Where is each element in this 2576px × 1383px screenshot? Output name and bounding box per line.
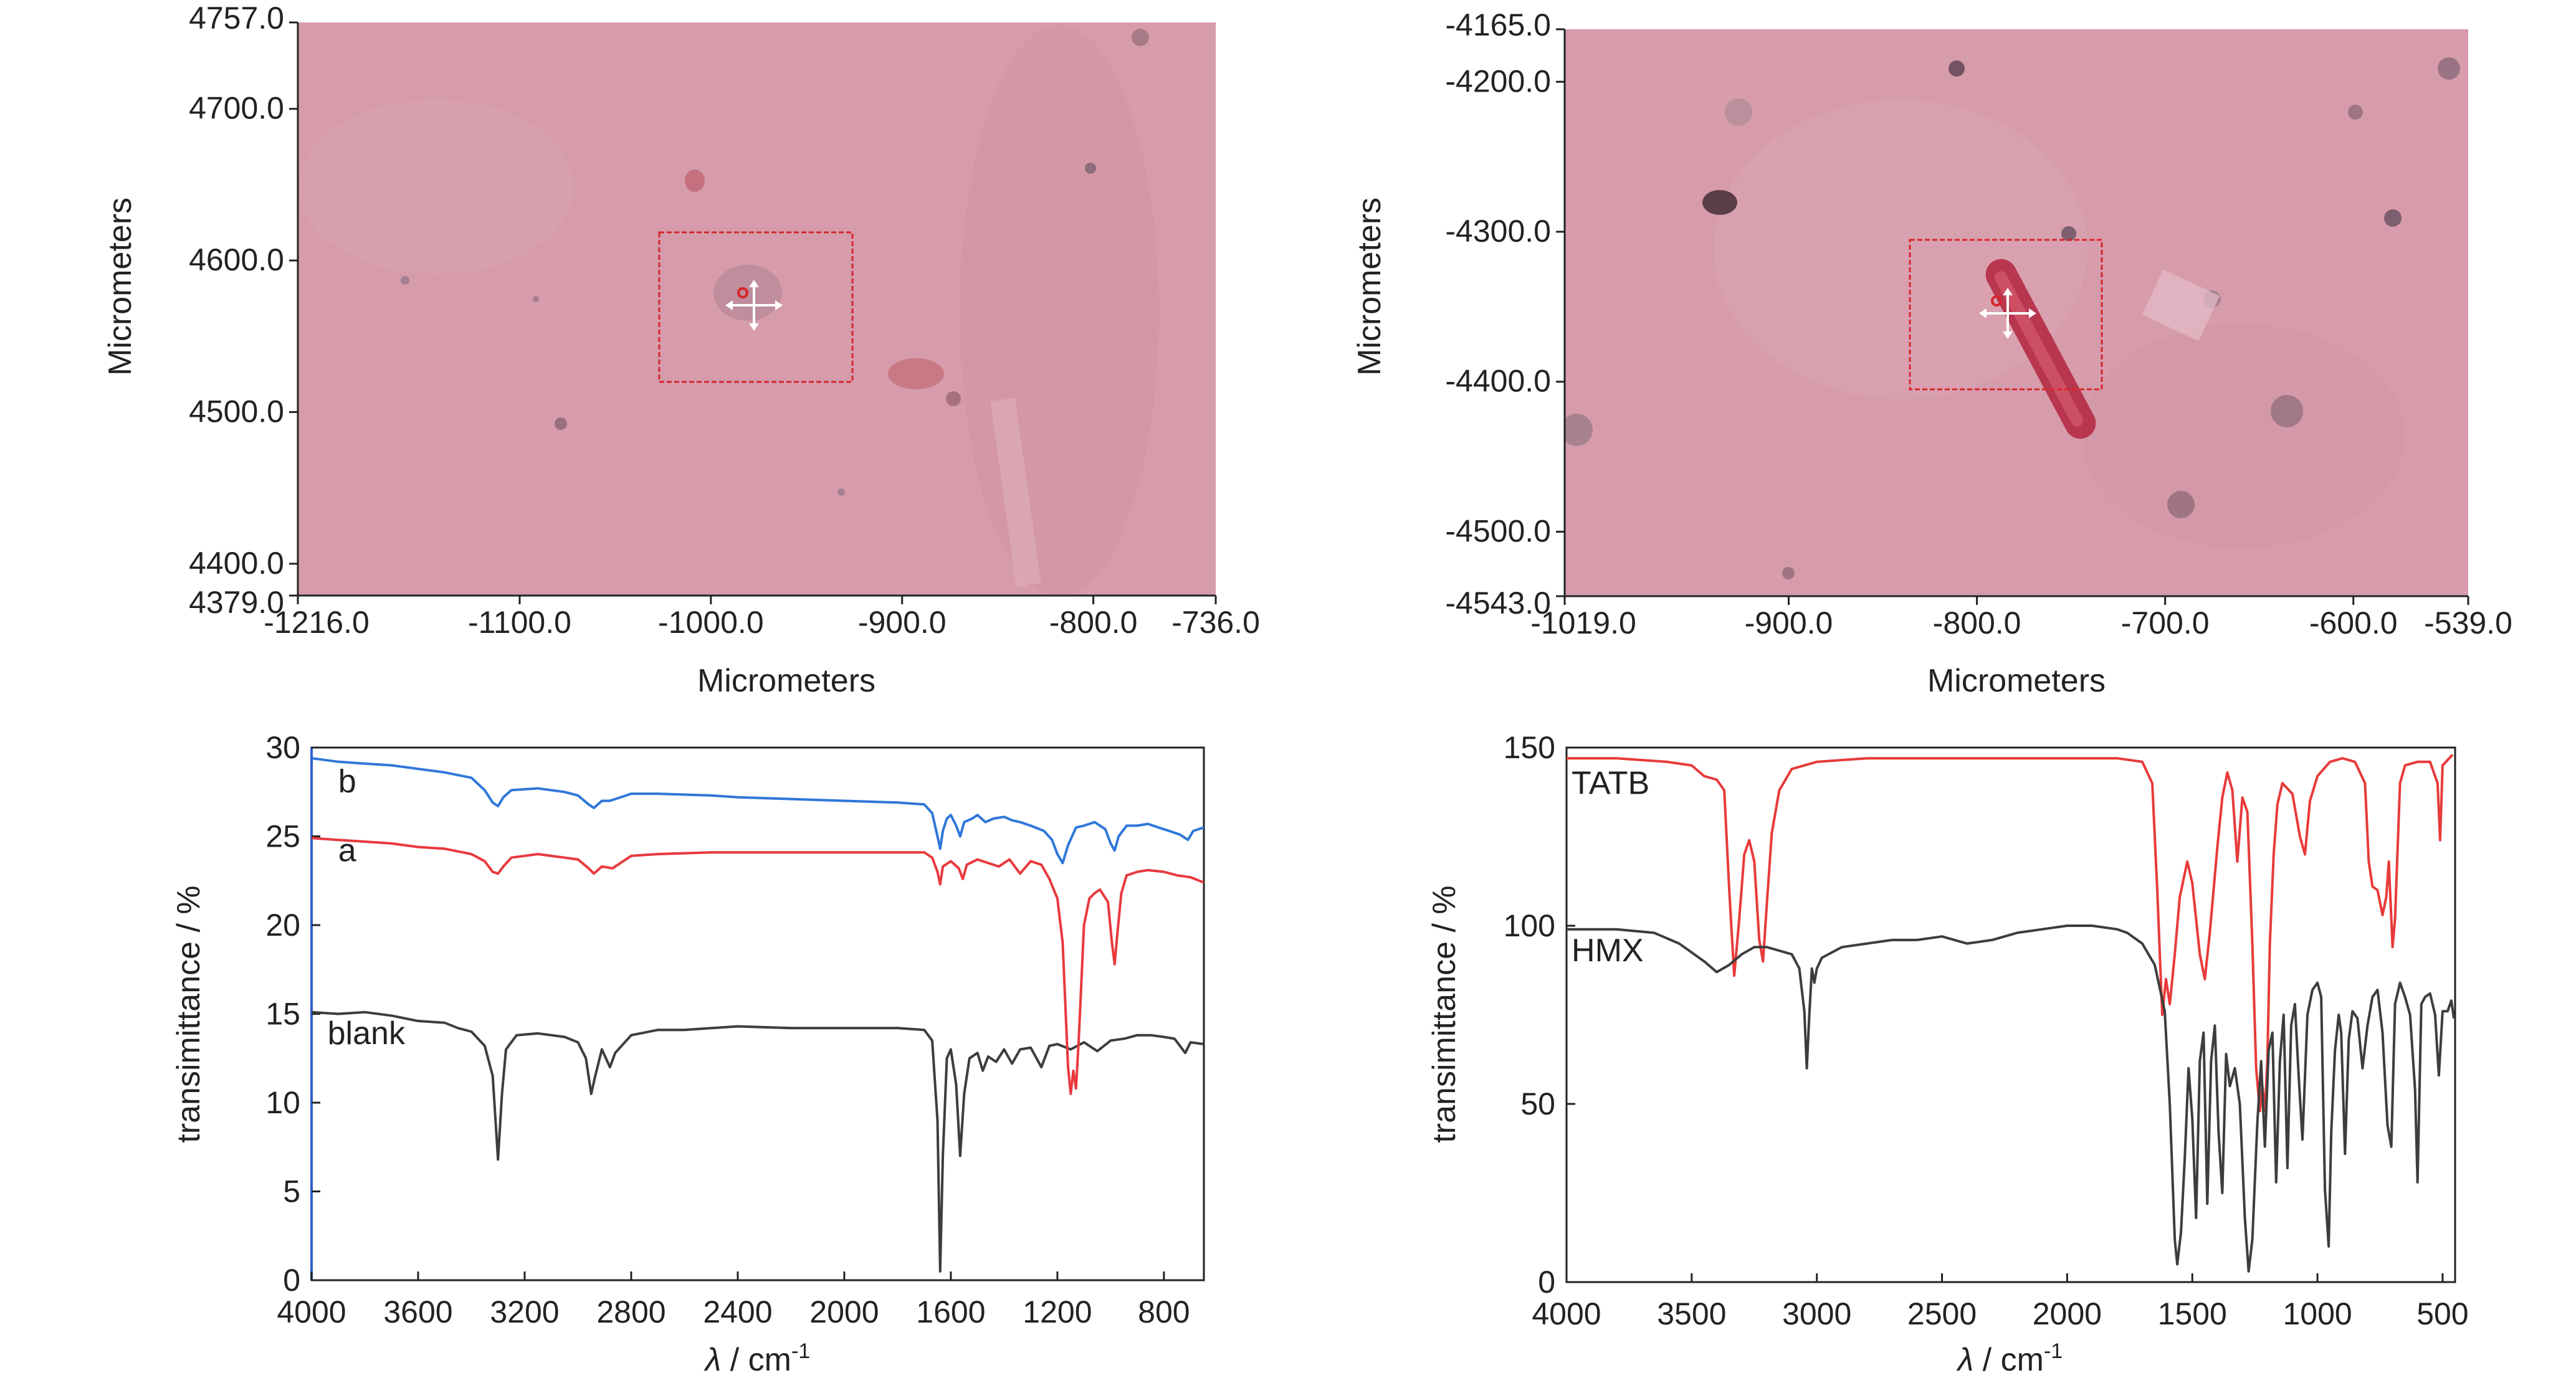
- x-tick-label: -1100.0: [468, 605, 571, 640]
- y-tick-label: 150: [1504, 730, 1555, 765]
- y-tick-label: 4700.0: [189, 91, 284, 126]
- y-axis-title: Micrometers: [1352, 197, 1388, 376]
- x-axis-title: λ / cm-1: [1956, 1339, 2063, 1378]
- y-tick-label: 10: [265, 1085, 300, 1120]
- y-axis-title: transimittance / %: [171, 885, 207, 1143]
- micrograph-left-texture: [299, 25, 1159, 596]
- roi-box: [1909, 239, 2103, 391]
- micrograph-left: -1216.0 -1100.0 -1000.0 -900.0 -800.0 -736.0 4…: [102, 1, 1260, 699]
- x-tick-label: 3600: [383, 1295, 452, 1329]
- y-tick-label: 15: [265, 997, 300, 1032]
- micrograph-right: -1019.0 -900.0 -800.0 -700.0 -600.0 -539.0 -45…: [1352, 7, 2512, 699]
- x-tick-label: 4000: [1532, 1296, 1601, 1331]
- y-tick-label: -4300.0: [1445, 214, 1551, 249]
- y-tick-label: 4500.0: [189, 394, 284, 429]
- x-tick-label: 3200: [490, 1295, 559, 1329]
- x-tick-label: 1200: [1023, 1295, 1092, 1329]
- y-tick-label: -4200.0: [1445, 64, 1551, 98]
- x-tick-label: -900.0: [858, 605, 947, 640]
- spectra-left-axes: 4000 3600 3200 2800 2400 2000 1600 1200 800 0 5 10 1…: [171, 730, 1190, 1378]
- spectra-left-frame: [310, 746, 1205, 1281]
- x-tick-label: 1500: [2158, 1296, 2227, 1331]
- x-tick-label: -1000.0: [658, 605, 764, 640]
- y-tick-label: -4400.0: [1445, 364, 1551, 399]
- y-tick-label: 4379.0: [189, 585, 284, 620]
- x-axis-title: Micrometers: [697, 663, 875, 699]
- x-tick-label: 800: [1138, 1295, 1190, 1329]
- x-tick-label: -600.0: [2309, 606, 2398, 640]
- x-tick-label: -736.0: [1171, 605, 1260, 640]
- series-b-label: b: [338, 763, 356, 799]
- x-tick-label: 3000: [1782, 1296, 1851, 1331]
- x-tick-label: 4000: [277, 1295, 346, 1329]
- x-tick-label: -1216.0: [264, 605, 370, 640]
- y-tick-label: -4500.0: [1445, 513, 1551, 548]
- spectra-left-series: [312, 757, 1204, 1273]
- y-tick-label: 25: [265, 819, 300, 854]
- y-tick-label: -4165.0: [1445, 7, 1551, 42]
- x-tick-label: -800.0: [1049, 605, 1138, 640]
- y-axis-title: Micrometers: [102, 197, 138, 376]
- x-tick-label: 2500: [1907, 1296, 1977, 1331]
- series-blank-line: [312, 1010, 1204, 1273]
- x-axis-title-symbol: λ: [704, 1342, 722, 1378]
- x-tick-label: 500: [2416, 1296, 2468, 1331]
- micrograph-right-texture: [1565, 57, 2460, 579]
- spectra-left-series-labels: blank ab: [328, 763, 406, 1052]
- series-tatb-line: [1567, 754, 2454, 1113]
- series-a-label: a: [338, 832, 356, 868]
- spectra-right-frame: [1565, 746, 2456, 1283]
- series-hmx-line: [1567, 924, 2455, 1273]
- move-cursor-icon: [725, 280, 783, 331]
- x-axis-title-exponent: -1: [2044, 1339, 2063, 1363]
- series-hmx-label: HMX: [1572, 933, 1644, 969]
- x-tick-label: -539.0: [2424, 606, 2512, 640]
- x-tick-label: 1600: [916, 1295, 985, 1329]
- spectra-right-axes: 4000 3500 3000 2500 2000 1500 1000 500 0 50 100 150…: [1426, 730, 2469, 1378]
- series-tatb-label: TATB: [1572, 765, 1649, 801]
- spectra-right: 4000 3500 3000 2500 2000 1500 1000 500 0 50 100 150…: [1426, 730, 2469, 1378]
- y-tick-label: 4757.0: [189, 1, 284, 36]
- x-tick-label: 2000: [2033, 1296, 2102, 1331]
- x-tick-label: 3500: [1657, 1296, 1726, 1331]
- y-tick-label: 0: [1538, 1265, 1555, 1300]
- micrograph-right-axes: -1019.0 -900.0 -800.0 -700.0 -600.0 -539.0 -45…: [1352, 7, 2512, 699]
- x-tick-label: -700.0: [2121, 606, 2210, 640]
- x-axis-title-unit: / cm: [721, 1342, 791, 1378]
- x-tick-label: -800.0: [1933, 606, 2021, 640]
- y-axis-title: transimittance / %: [1426, 885, 1462, 1143]
- y-tick-label: 4400.0: [189, 546, 284, 581]
- y-tick-label: 4600.0: [189, 242, 284, 277]
- x-tick-label: -1019.0: [1530, 606, 1636, 640]
- y-tick-label: 30: [265, 730, 300, 765]
- x-tick-label: 2000: [809, 1295, 879, 1329]
- micrograph-left-axes: -1216.0 -1100.0 -1000.0 -900.0 -800.0 -736.0 4…: [102, 1, 1260, 699]
- x-axis-title-unit: / cm: [1973, 1342, 2044, 1378]
- roi-box: [658, 231, 854, 383]
- spectra-left: 4000 3600 3200 2800 2400 2000 1600 1200 800 0 5 10 1…: [171, 730, 1205, 1378]
- y-tick-label: 0: [283, 1263, 300, 1298]
- x-tick-label: 2800: [596, 1295, 665, 1329]
- x-axis-title: Micrometers: [1927, 663, 2106, 699]
- y-tick-label: 50: [1520, 1086, 1555, 1121]
- x-axis-title-exponent: -1: [791, 1339, 810, 1363]
- spectra-right-series-labels: TATB HMX: [1572, 765, 1649, 969]
- y-tick-label: 20: [265, 908, 300, 943]
- x-tick-label: -900.0: [1745, 606, 1833, 640]
- spectra-right-series: [1567, 754, 2455, 1273]
- y-tick-label: 5: [283, 1174, 300, 1209]
- x-axis-title: λ / cm-1: [704, 1339, 811, 1378]
- move-cursor-icon: [1979, 288, 2036, 339]
- series-blank-label: blank: [328, 1015, 406, 1052]
- y-tick-label: -4543.0: [1445, 586, 1551, 620]
- x-axis-title-symbol: λ: [1956, 1342, 1974, 1378]
- x-tick-label: 1000: [2283, 1296, 2352, 1331]
- x-tick-label: 2400: [703, 1295, 772, 1329]
- series-b-line: [312, 757, 1204, 865]
- y-tick-label: 100: [1504, 908, 1555, 943]
- series-a-line: [312, 837, 1204, 1095]
